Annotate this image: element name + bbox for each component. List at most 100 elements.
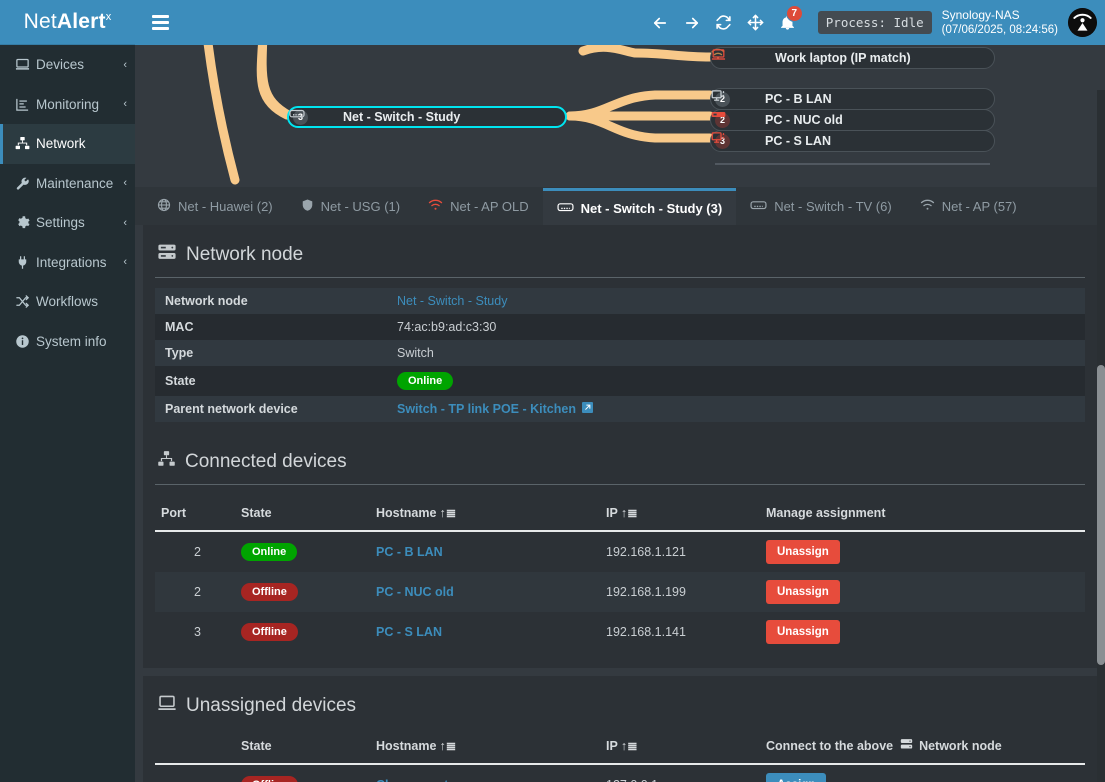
switch-icon <box>557 201 574 216</box>
tab-label: Net - AP OLD <box>450 199 529 214</box>
cell-action: Unassign <box>760 572 1085 612</box>
shuffle-icon <box>15 294 36 309</box>
app-logo[interactable]: NetAlertx <box>0 0 135 45</box>
cell-state: Online <box>235 531 370 572</box>
sitemap-icon <box>15 136 36 151</box>
network-node-info-table: Network node Net - Switch - Study MAC 74… <box>155 288 1085 422</box>
device-link[interactable]: PC - B LAN <box>376 545 443 559</box>
sort-ascending-icon[interactable]: ↑≣ <box>439 739 457 753</box>
hamburger-menu-icon[interactable] <box>140 15 180 30</box>
vertical-scrollbar[interactable] <box>1097 90 1105 782</box>
globe-icon <box>157 198 171 215</box>
unassign-button[interactable]: Unassign <box>766 540 840 564</box>
tab-label: Net - Switch - Study (3) <box>580 200 723 216</box>
connected-devices-table: Port State Hostname ↑≣ IP ↑≣ Manage assign… <box>155 495 1085 652</box>
sidebar-item-devices[interactable]: Devices ‹ <box>0 45 135 85</box>
column-header-hostname[interactable]: Hostname ↑≣ <box>370 495 600 532</box>
device-link[interactable]: PC - NUC old <box>376 585 454 599</box>
table-row: State Online <box>155 366 1085 396</box>
network-node-section-title: Network node <box>155 239 1085 277</box>
section-title-text: Connected devices <box>185 451 347 472</box>
cell-hostname: PC - NUC old <box>370 572 600 612</box>
tab-net-usg[interactable]: Net - USG (1) <box>287 188 414 225</box>
arrow-left-icon[interactable] <box>644 0 676 45</box>
section-title-text: Unassigned devices <box>186 695 357 716</box>
connected-devices-section-title: Connected devices <box>155 422 1085 484</box>
column-header-ip[interactable]: IP ↑≣ <box>600 495 760 532</box>
chart-bar-icon <box>15 97 36 112</box>
table-row: Network node Net - Switch - Study <box>155 288 1085 314</box>
tab-net-ap[interactable]: Net - AP (57) <box>906 188 1031 225</box>
cell-hostname: PC - B LAN <box>370 531 600 572</box>
sidebar-item-label: Devices <box>36 57 85 73</box>
unassign-button[interactable]: Unassign <box>766 580 840 604</box>
tab-label: Net - Switch - TV (6) <box>774 199 892 214</box>
tab-net-switch-tv[interactable]: Net - Switch - TV (6) <box>736 188 906 225</box>
sidebar-item-maintenance[interactable]: Maintenance ‹ <box>0 164 135 204</box>
device-link[interactable]: Chromecast <box>376 778 448 782</box>
sidebar-item-label: Maintenance <box>36 175 114 191</box>
sort-ascending-icon[interactable]: ↑≣ <box>439 506 457 520</box>
status-badge: Offline <box>241 623 298 641</box>
sort-ascending-icon[interactable]: ↑≣ <box>620 506 638 520</box>
table-row: 2 Online PC - B LAN 192.168.1.121 Unassi… <box>155 531 1085 572</box>
network-map[interactable]: Work laptop (IP match) 3 Net - Switch - … <box>135 45 1105 187</box>
sidebar-item-system-info[interactable]: System info <box>0 322 135 362</box>
cell-port: 2 <box>194 545 201 559</box>
sidebar-item-monitoring[interactable]: Monitoring ‹ <box>0 85 135 125</box>
column-header-state[interactable]: State <box>235 728 370 765</box>
column-header-port[interactable]: Port <box>155 495 235 532</box>
cell-port: 3 <box>194 625 201 639</box>
info-circle-icon <box>15 334 36 349</box>
column-header-state[interactable]: State <box>235 495 370 532</box>
column-header-text: IP <box>606 506 618 520</box>
top-header: NetAlertx 7 <box>0 0 1105 45</box>
sort-ascending-icon[interactable]: ↑≣ <box>620 739 638 753</box>
sidebar-item-integrations[interactable]: Integrations ‹ <box>0 243 135 283</box>
move-icon[interactable] <box>740 0 772 45</box>
network-node-link[interactable]: Net - Switch - Study <box>397 294 508 308</box>
device-link[interactable]: PC - S LAN <box>376 625 442 639</box>
column-header-spacer <box>155 728 235 765</box>
sidebar-item-settings[interactable]: Settings ‹ <box>0 203 135 243</box>
map-node-label: Work laptop (IP match) <box>775 51 911 65</box>
chevron-left-icon: ‹ <box>123 256 127 269</box>
column-header-ip[interactable]: IP ↑≣ <box>600 728 760 765</box>
tab-net-ap-old[interactable]: Net - AP OLD <box>414 188 543 225</box>
bell-icon[interactable]: 7 <box>772 0 804 45</box>
refresh-icon[interactable] <box>708 0 740 45</box>
external-link-icon[interactable] <box>582 402 594 416</box>
column-header-text: IP <box>606 739 618 753</box>
map-node-selected-switch-study[interactable]: 3 Net - Switch - Study <box>287 106 567 128</box>
server-icon <box>900 739 913 753</box>
map-node-pc-b-lan[interactable]: 2 PC - B LAN <box>710 88 995 110</box>
map-node-pc-nuc-old[interactable]: 2 PC - NUC old <box>710 109 995 131</box>
unassign-button[interactable]: Unassign <box>766 620 840 644</box>
shield-icon <box>301 198 314 215</box>
tab-label: Net - Huawei (2) <box>178 199 273 214</box>
body-wrapper: Devices ‹ Monitoring ‹ Network Maintenan… <box>0 45 1105 782</box>
map-node-pc-s-lan[interactable]: 3 PC - S LAN <box>710 130 995 152</box>
laptop-icon <box>157 694 177 718</box>
parent-device-link[interactable]: Switch - TP link POE - Kitchen <box>397 402 576 416</box>
host-info: Synology-NAS (07/06/2025, 08:24:56) <box>942 7 1058 39</box>
notification-badge: 7 <box>785 5 803 22</box>
column-header-hostname[interactable]: Hostname ↑≣ <box>370 728 600 765</box>
scrollbar-thumb[interactable] <box>1097 365 1105 665</box>
chevron-left-icon: ‹ <box>123 177 127 190</box>
avatar[interactable] <box>1068 8 1097 37</box>
tab-net-switch-study[interactable]: Net - Switch - Study (3) <box>542 188 737 225</box>
navbar: 7 Process: Idle Synology-NAS (07/06/2025… <box>135 0 1105 45</box>
sidebar-item-network[interactable]: Network <box>0 124 135 164</box>
column-header-text: Hostname <box>376 739 437 753</box>
sidebar-item-workflows[interactable]: Workflows <box>0 282 135 322</box>
assign-button[interactable]: Assign <box>766 773 827 782</box>
map-node-work-laptop[interactable]: Work laptop (IP match) <box>710 47 995 69</box>
tab-net-huawei[interactable]: Net - Huawei (2) <box>143 188 287 225</box>
arrow-right-icon[interactable] <box>676 0 708 45</box>
sidebar-item-label: Settings <box>36 215 85 231</box>
row-value: Online <box>387 366 1085 396</box>
table-row: Parent network device Switch - TP link P… <box>155 396 1085 422</box>
column-header-suffix: Network node <box>919 739 1002 753</box>
laptop-icon <box>15 57 36 72</box>
